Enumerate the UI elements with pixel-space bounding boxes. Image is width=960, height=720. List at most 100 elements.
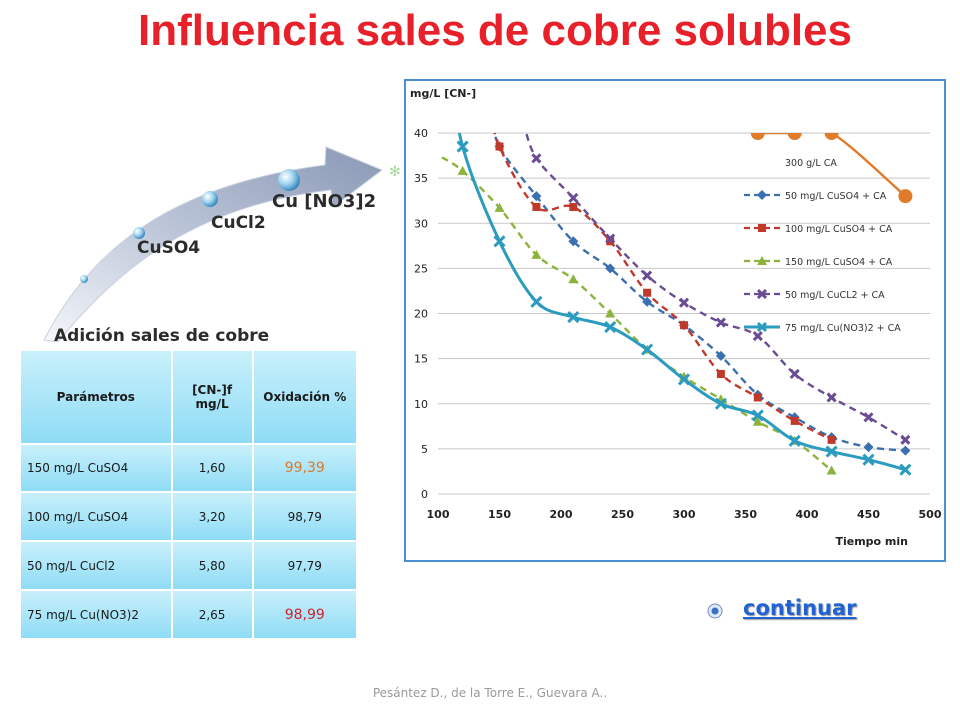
data-point xyxy=(825,445,838,458)
legend-marker xyxy=(757,190,767,200)
row-param: 75 mg/L Cu(NO3)2 xyxy=(19,589,173,640)
x-tick-label: 150 xyxy=(488,508,511,521)
data-point xyxy=(898,189,913,204)
stage-label-cuno3: Cu [NO3]2 xyxy=(272,191,377,212)
legend-label: 75 mg/L Cu(NO3)2 + CA xyxy=(785,323,901,334)
data-point xyxy=(641,343,654,356)
chart-frame xyxy=(404,79,946,562)
data-point xyxy=(495,142,504,151)
data-point xyxy=(751,409,764,422)
stage-label-cucl2: CuCl2 xyxy=(211,213,266,233)
y-tick-label: 10 xyxy=(414,398,428,411)
table-row: 150 mg/L CuSO4 1,60 99,39 xyxy=(19,442,359,494)
row-oxidation: 97,79 xyxy=(251,540,359,592)
row-cn: 1,60 xyxy=(170,442,254,494)
y-tick-label: 35 xyxy=(414,172,428,185)
table-row: 100 mg/L CuSO4 3,20 98,79 xyxy=(19,491,359,543)
x-tick-label: 100 xyxy=(427,508,450,521)
data-point xyxy=(494,202,505,212)
data-point xyxy=(605,263,616,274)
data-point xyxy=(568,236,579,247)
x-tick-label: 300 xyxy=(673,508,696,521)
data-point xyxy=(531,249,542,259)
row-oxidation: 98,99 xyxy=(251,589,359,640)
table-row: 50 mg/L CuCl2 5,80 97,79 xyxy=(19,540,359,592)
data-point xyxy=(826,465,837,475)
data-point xyxy=(605,233,616,244)
arrow-caption: Adición sales de cobre xyxy=(54,326,270,346)
continue-link[interactable]: continuar xyxy=(743,596,857,620)
data-point xyxy=(863,412,874,423)
stage-bead-1 xyxy=(133,227,145,239)
x-tick-label: 400 xyxy=(796,508,819,521)
data-point xyxy=(863,442,874,453)
legend-marker xyxy=(756,288,768,300)
results-table: Parámetros [CN-]f mg/L Oxidación % 150 m… xyxy=(19,349,359,640)
data-point xyxy=(678,297,690,308)
data-point xyxy=(643,288,652,297)
data-point xyxy=(567,311,580,324)
data-point xyxy=(568,192,579,204)
legend-marker xyxy=(756,321,768,333)
data-point xyxy=(677,373,691,386)
legend-label: 100 mg/L CuSO4 + CA xyxy=(785,224,893,235)
data-point xyxy=(790,416,799,425)
legend-label: 300 g/L CA xyxy=(785,158,837,169)
data-point xyxy=(531,191,542,202)
data-point xyxy=(716,369,725,378)
series-line xyxy=(525,133,907,441)
series-line xyxy=(493,133,833,441)
data-point xyxy=(824,133,839,140)
x-tick-label: 250 xyxy=(611,508,634,521)
table-row: 75 mg/L Cu(NO3)2 2,65 98,99 xyxy=(19,589,359,640)
page-title: Influencia sales de cobre solubles xyxy=(137,6,853,55)
data-point xyxy=(900,445,911,456)
data-point xyxy=(900,434,911,445)
data-point xyxy=(827,435,836,444)
data-point xyxy=(532,203,541,212)
row-cn: 3,20 xyxy=(170,491,254,543)
data-point xyxy=(606,237,615,246)
y-axis-label: mg/L [CN-] xyxy=(410,87,476,100)
data-point xyxy=(752,416,763,426)
row-cn: 5,80 xyxy=(170,540,254,592)
row-cn: 2,65 xyxy=(170,589,254,640)
data-point xyxy=(899,463,912,476)
y-tick-label: 5 xyxy=(421,443,428,456)
data-point xyxy=(530,295,543,308)
data-point xyxy=(493,235,506,248)
data-point xyxy=(680,321,688,330)
row-param: 150 mg/L CuSO4 xyxy=(19,442,173,494)
row-param: 100 mg/L CuSO4 xyxy=(19,491,173,543)
data-point xyxy=(753,393,762,402)
data-point xyxy=(862,453,875,466)
y-tick-label: 40 xyxy=(414,127,428,140)
legend-marker xyxy=(757,256,767,265)
table-header-row: Parámetros [CN-]f mg/L Oxidación % xyxy=(19,349,359,445)
stage-label-cuso4: CuSO4 xyxy=(137,238,201,258)
stage-bead-3 xyxy=(278,169,300,191)
legend-label: 150 mg/L CuSO4 + CA xyxy=(785,257,893,268)
data-point xyxy=(715,350,726,361)
legend-label: 50 mg/L CuCL2 + CA xyxy=(785,290,885,301)
series-line xyxy=(757,133,907,198)
row-oxidation: 99,39 xyxy=(251,442,359,494)
data-point xyxy=(457,165,468,175)
y-tick-label: 25 xyxy=(414,262,428,275)
header-oxidacion: Oxidación % xyxy=(251,349,359,445)
x-tick-label: 350 xyxy=(734,508,757,521)
sparkle-icon: ✻ xyxy=(389,164,400,180)
x-tick-label: 500 xyxy=(919,508,942,521)
data-point xyxy=(531,153,542,164)
footer-credits: Pesántez D., de la Torre E., Guevara A.. xyxy=(372,686,608,700)
data-point xyxy=(788,434,801,447)
x-tick-label: 200 xyxy=(550,508,573,521)
data-point xyxy=(715,317,726,328)
data-point xyxy=(642,296,653,307)
cyanide-chart: 0 5 10 15 20 25 30 35 40 100 150 200 250 300 350 400 450… xyxy=(410,87,942,548)
row-oxidation: 98,79 xyxy=(251,491,359,543)
header-parametros: Parámetros xyxy=(19,349,173,445)
data-point xyxy=(642,270,653,281)
data-point xyxy=(826,392,837,403)
x-axis-label: Tiempo min xyxy=(835,535,908,548)
